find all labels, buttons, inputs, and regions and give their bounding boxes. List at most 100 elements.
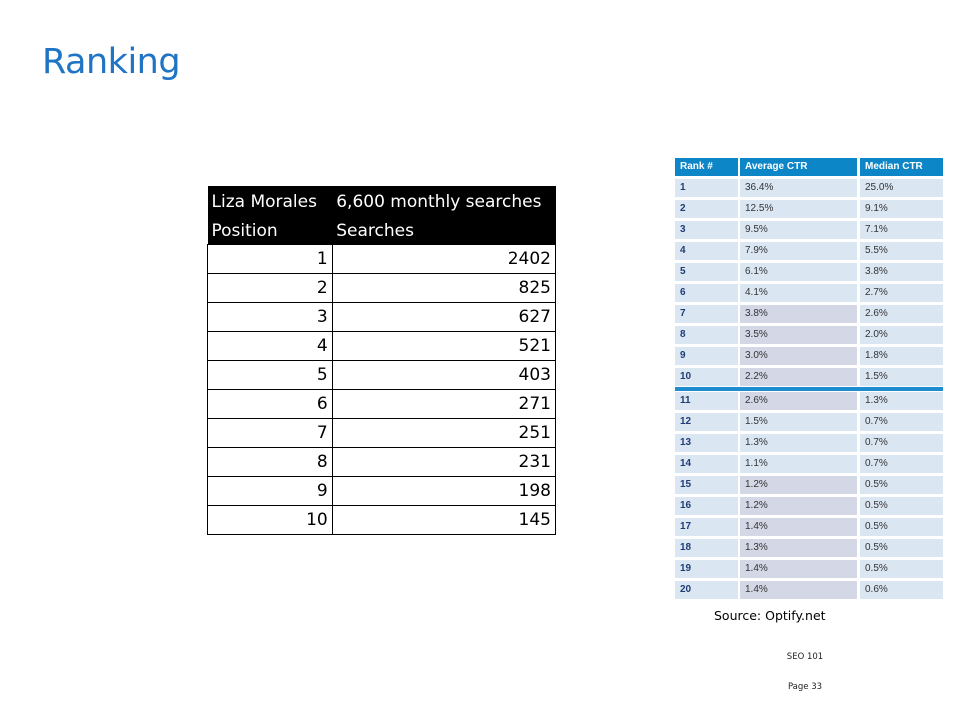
slide-title: Ranking xyxy=(42,42,181,82)
ctr-average-cell: 3.5% xyxy=(740,326,857,344)
ctr-median-cell: 0.7% xyxy=(860,413,943,431)
ctr-row: 11 2.6% 1.3% xyxy=(675,392,943,410)
ctr-median-cell: 1.5% xyxy=(860,368,943,386)
searches-cell: 198 xyxy=(331,476,557,506)
ctr-rank-cell: 12 xyxy=(675,413,738,431)
ctr-rank-cell: 17 xyxy=(675,518,738,536)
ctr-average-cell: 1.5% xyxy=(740,413,857,431)
ctr-average-cell: 4.1% xyxy=(740,284,857,302)
ctr-row: 9 3.0% 1.8% xyxy=(675,347,943,365)
ctr-median-cell: 0.7% xyxy=(860,455,943,473)
ctr-average-cell: 2.2% xyxy=(740,368,857,386)
ctr-header-median: Median CTR xyxy=(860,158,943,176)
ctr-row: 8 3.5% 2.0% xyxy=(675,326,943,344)
ctr-average-cell: 1.4% xyxy=(740,581,857,599)
table-column-header-row: Position Searches xyxy=(207,218,556,245)
ctr-row: 20 1.4% 0.6% xyxy=(675,581,943,599)
ctr-row: 19 1.4% 0.5% xyxy=(675,560,943,578)
ctr-rank-cell: 14 xyxy=(675,455,738,473)
table-row: 3 627 xyxy=(207,302,557,332)
search-table-body: 1 2402 2 825 3 627 4 521 5 403 6 271 7 251 8 231 9 198 10 1… xyxy=(207,244,557,535)
ctr-row: 18 1.3% 0.5% xyxy=(675,539,943,557)
ctr-median-cell: 0.5% xyxy=(860,518,943,536)
ctr-rank-cell: 13 xyxy=(675,434,738,452)
position-cell: 7 xyxy=(207,418,333,448)
source-caption: Source: Optify.net xyxy=(714,608,826,623)
searches-cell: 145 xyxy=(331,505,557,535)
ctr-rank-cell: 7 xyxy=(675,305,738,323)
ctr-rank-cell: 16 xyxy=(675,497,738,515)
footer-course: SEO 101 xyxy=(786,652,824,662)
ctr-row: 1 36.4% 25.0% xyxy=(675,179,943,197)
ctr-average-cell: 6.1% xyxy=(740,263,857,281)
searches-cell: 2402 xyxy=(331,244,557,274)
ctr-row: 17 1.4% 0.5% xyxy=(675,518,943,536)
footer-page-number: Page 33 xyxy=(787,682,823,692)
ctr-row: 4 7.9% 5.5% xyxy=(675,242,943,260)
column-header-position: Position xyxy=(207,218,333,245)
ctr-median-cell: 9.1% xyxy=(860,200,943,218)
table-row: 5 403 xyxy=(207,360,557,390)
position-cell: 9 xyxy=(207,476,333,506)
ctr-average-cell: 1.4% xyxy=(740,518,857,536)
position-cell: 10 xyxy=(207,505,333,535)
ctr-rank-cell: 8 xyxy=(675,326,738,344)
position-cell: 3 xyxy=(207,302,333,332)
ctr-median-cell: 0.7% xyxy=(860,434,943,452)
ctr-row: 13 1.3% 0.7% xyxy=(675,434,943,452)
ctr-header-average: Average CTR xyxy=(740,158,857,176)
table-row: 9 198 xyxy=(207,476,557,506)
searches-cell: 825 xyxy=(331,273,557,303)
ctr-median-cell: 0.5% xyxy=(860,560,943,578)
ctr-average-cell: 1.1% xyxy=(740,455,857,473)
ctr-median-cell: 0.5% xyxy=(860,539,943,557)
ctr-average-cell: 1.3% xyxy=(740,434,857,452)
ctr-row: 15 1.2% 0.5% xyxy=(675,476,943,494)
position-cell: 6 xyxy=(207,389,333,419)
ctr-median-cell: 7.1% xyxy=(860,221,943,239)
searches-cell: 251 xyxy=(331,418,557,448)
position-cell: 4 xyxy=(207,331,333,361)
top-ten-divider xyxy=(675,387,943,391)
ctr-average-cell: 12.5% xyxy=(740,200,857,218)
ctr-median-cell: 1.8% xyxy=(860,347,943,365)
ctr-median-cell: 2.6% xyxy=(860,305,943,323)
ctr-row: 16 1.2% 0.5% xyxy=(675,497,943,515)
ctr-rank-cell: 3 xyxy=(675,221,738,239)
ctr-median-cell: 25.0% xyxy=(860,179,943,197)
ctr-row: 12 1.5% 0.7% xyxy=(675,413,943,431)
table-row: 1 2402 xyxy=(207,244,557,274)
ctr-row: 6 4.1% 2.7% xyxy=(675,284,943,302)
table-row: 7 251 xyxy=(207,418,557,448)
column-header-searches: Searches xyxy=(332,218,556,245)
ctr-row: 2 12.5% 9.1% xyxy=(675,200,943,218)
ctr-average-cell: 36.4% xyxy=(740,179,857,197)
position-cell: 1 xyxy=(207,244,333,274)
ctr-average-cell: 1.4% xyxy=(740,560,857,578)
table-row: 10 145 xyxy=(207,505,557,535)
searches-cell: 271 xyxy=(331,389,557,419)
searches-cell: 627 xyxy=(331,302,557,332)
position-cell: 8 xyxy=(207,447,333,477)
ctr-rank-cell: 18 xyxy=(675,539,738,557)
ctr-median-cell: 2.0% xyxy=(860,326,943,344)
ctr-median-cell: 3.8% xyxy=(860,263,943,281)
ctr-header-row: Rank # Average CTR Median CTR xyxy=(675,158,943,176)
ctr-average-cell: 7.9% xyxy=(740,242,857,260)
ctr-average-cell: 1.2% xyxy=(740,476,857,494)
ctr-rank-cell: 10 xyxy=(675,368,738,386)
ctr-rank-cell: 19 xyxy=(675,560,738,578)
ctr-table-body: 1 36.4% 25.0% 2 12.5% 9.1% 3 9.5% 7.1% 4 7.9% 5.5% 5… xyxy=(675,179,943,599)
ctr-row: 10 2.2% 1.5% xyxy=(675,368,943,386)
position-cell: 5 xyxy=(207,360,333,390)
ctr-average-cell: 1.3% xyxy=(740,539,857,557)
monthly-searches: 6,600 monthly searches xyxy=(332,186,556,218)
searches-cell: 403 xyxy=(331,360,557,390)
ctr-average-cell: 3.0% xyxy=(740,347,857,365)
ctr-median-cell: 0.5% xyxy=(860,497,943,515)
ctr-average-cell: 9.5% xyxy=(740,221,857,239)
table-header-row: Liza Morales 6,600 monthly searches xyxy=(207,186,556,218)
ctr-row: 5 6.1% 3.8% xyxy=(675,263,943,281)
searches-cell: 521 xyxy=(331,331,557,361)
searches-cell: 231 xyxy=(331,447,557,477)
